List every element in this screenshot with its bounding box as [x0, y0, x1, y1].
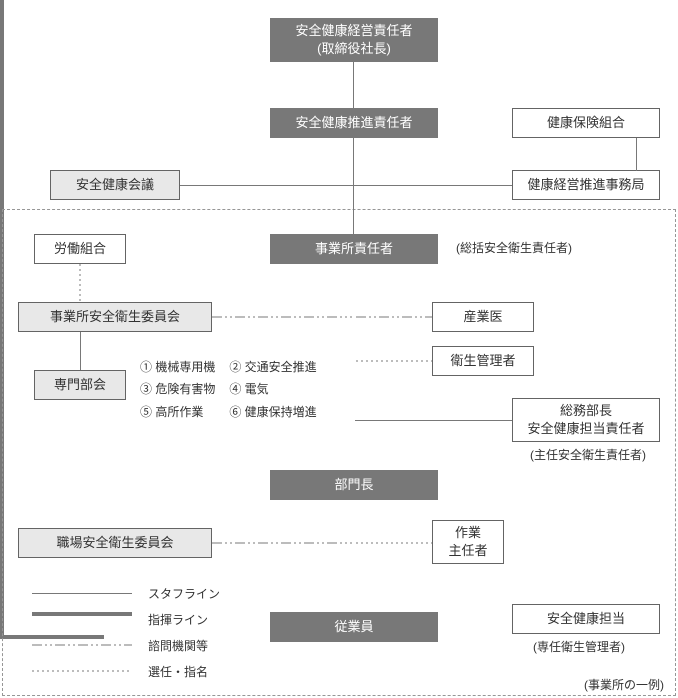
legend-cmd: 指揮ライン — [32, 606, 220, 632]
legend-appt: 選任・指名 — [32, 658, 220, 684]
legend-adv: 諮問機関等 — [32, 632, 220, 658]
legend: スタフライン 指揮ライン 諮問機関等 選任・指名 — [32, 580, 220, 684]
legend-staff: スタフライン — [32, 580, 220, 606]
footnote: (事業所の一例) — [584, 676, 664, 693]
org-chart: 安全健康経営責任者 (取締役社長) 安全健康推進責任者 健康保険組合 安全健康会… — [0, 0, 678, 698]
